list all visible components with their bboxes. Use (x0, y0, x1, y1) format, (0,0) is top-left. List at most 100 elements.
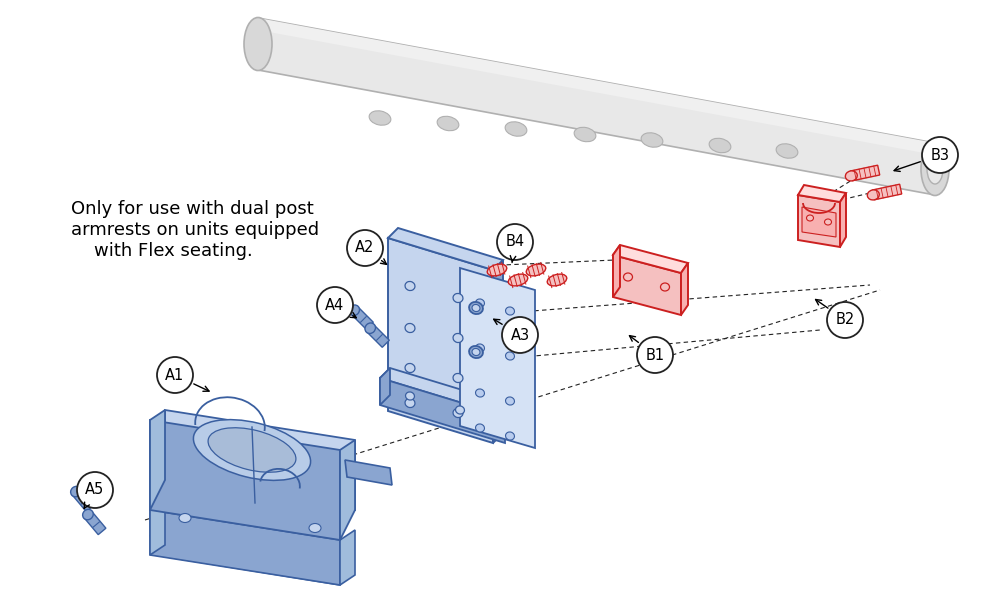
Circle shape (77, 472, 113, 508)
Text: B1: B1 (645, 347, 665, 362)
Ellipse shape (776, 144, 798, 158)
Polygon shape (165, 410, 355, 510)
Circle shape (827, 302, 863, 338)
Ellipse shape (845, 171, 857, 181)
Ellipse shape (405, 282, 415, 291)
Ellipse shape (476, 424, 484, 432)
Ellipse shape (365, 323, 375, 334)
Ellipse shape (469, 346, 483, 358)
Ellipse shape (624, 273, 633, 281)
Polygon shape (840, 193, 846, 247)
Ellipse shape (641, 133, 663, 147)
Ellipse shape (867, 190, 879, 200)
Polygon shape (798, 195, 840, 247)
Ellipse shape (453, 373, 463, 382)
Polygon shape (380, 368, 515, 416)
Ellipse shape (83, 509, 93, 520)
Polygon shape (380, 378, 505, 443)
Ellipse shape (508, 274, 528, 286)
Polygon shape (258, 18, 935, 155)
Polygon shape (340, 440, 355, 540)
Polygon shape (367, 324, 389, 347)
Ellipse shape (476, 344, 484, 352)
Polygon shape (150, 420, 340, 540)
Text: A2: A2 (355, 241, 375, 255)
Ellipse shape (806, 215, 814, 221)
Ellipse shape (453, 334, 463, 343)
Polygon shape (340, 530, 355, 585)
Ellipse shape (574, 127, 596, 141)
Ellipse shape (369, 111, 391, 125)
Ellipse shape (472, 349, 480, 356)
Polygon shape (345, 460, 392, 485)
Circle shape (502, 317, 538, 353)
Ellipse shape (179, 514, 191, 523)
Text: B4: B4 (505, 235, 525, 249)
Ellipse shape (349, 305, 359, 315)
Ellipse shape (406, 392, 414, 400)
Polygon shape (798, 185, 846, 202)
Ellipse shape (472, 305, 480, 312)
Ellipse shape (476, 389, 484, 397)
Text: A1: A1 (165, 367, 185, 382)
Text: A5: A5 (85, 482, 105, 497)
Ellipse shape (506, 432, 514, 440)
Ellipse shape (505, 122, 527, 136)
Ellipse shape (506, 397, 514, 405)
Polygon shape (613, 245, 688, 273)
Polygon shape (388, 228, 503, 270)
Polygon shape (872, 184, 902, 200)
Polygon shape (258, 18, 935, 195)
Ellipse shape (193, 420, 311, 480)
Text: A4: A4 (325, 297, 345, 312)
Ellipse shape (309, 524, 321, 533)
Ellipse shape (405, 323, 415, 332)
Circle shape (157, 357, 193, 393)
Circle shape (347, 230, 383, 266)
Ellipse shape (487, 264, 507, 276)
Polygon shape (802, 207, 836, 237)
Ellipse shape (547, 274, 567, 286)
Ellipse shape (244, 17, 272, 70)
Polygon shape (150, 500, 165, 555)
Ellipse shape (709, 138, 731, 153)
Polygon shape (681, 263, 688, 315)
Polygon shape (460, 268, 535, 448)
Ellipse shape (456, 406, 464, 414)
Ellipse shape (437, 116, 459, 131)
Ellipse shape (476, 299, 484, 307)
Circle shape (497, 224, 533, 260)
Polygon shape (84, 511, 106, 535)
Polygon shape (388, 238, 493, 443)
Ellipse shape (208, 428, 296, 472)
Polygon shape (351, 306, 373, 329)
Ellipse shape (405, 399, 415, 408)
Polygon shape (150, 410, 165, 510)
Polygon shape (850, 165, 880, 181)
Ellipse shape (921, 143, 949, 196)
Polygon shape (613, 245, 620, 297)
Ellipse shape (71, 486, 81, 497)
Ellipse shape (453, 409, 463, 418)
Circle shape (637, 337, 673, 373)
Ellipse shape (506, 352, 514, 360)
Polygon shape (380, 368, 390, 405)
Polygon shape (493, 260, 503, 443)
Ellipse shape (453, 293, 463, 303)
Ellipse shape (405, 364, 415, 373)
Ellipse shape (526, 264, 546, 276)
Polygon shape (613, 255, 681, 315)
Ellipse shape (824, 219, 832, 225)
Text: B3: B3 (930, 147, 950, 163)
Polygon shape (72, 488, 94, 512)
Circle shape (922, 137, 958, 173)
Ellipse shape (469, 302, 483, 314)
Ellipse shape (506, 307, 514, 315)
Text: B2: B2 (835, 312, 855, 327)
Circle shape (317, 287, 353, 323)
Polygon shape (150, 510, 340, 585)
Text: A3: A3 (510, 327, 530, 343)
Polygon shape (150, 535, 340, 585)
Ellipse shape (927, 154, 943, 184)
Ellipse shape (660, 283, 670, 291)
